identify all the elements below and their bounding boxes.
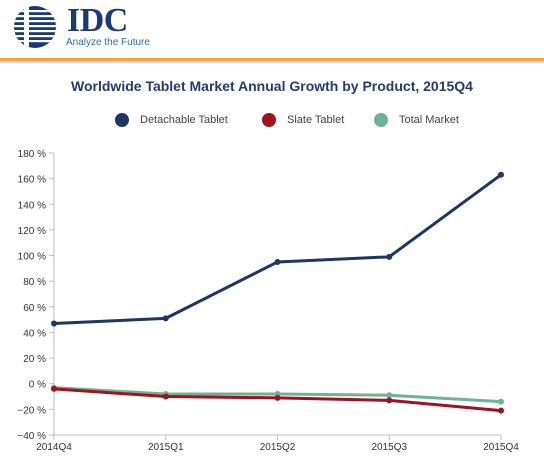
legend-item-detachable[interactable]: Detachable Tablet <box>115 110 228 130</box>
data-point-detachable-tablet[interactable] <box>162 315 169 322</box>
y-tick-label: 60 % <box>23 303 46 314</box>
data-point-detachable-tablet[interactable] <box>386 253 393 260</box>
legend-item-slate[interactable]: Slate Tablet <box>262 110 344 130</box>
x-tick-label: 2015Q4 <box>483 442 519 453</box>
y-tick-label: −40 % <box>17 431 46 442</box>
data-point-slate-tablet[interactable] <box>51 385 57 392</box>
series-detachable-tablet <box>51 171 504 327</box>
chart-legend: Detachable Tablet Slate Tablet Total Mar… <box>0 110 544 130</box>
legend-marker-total <box>374 113 388 127</box>
data-point-total-market[interactable] <box>386 392 393 399</box>
data-point-slate-tablet[interactable] <box>274 394 281 401</box>
y-tick-label: 80 % <box>23 277 46 288</box>
logo-text: IDC <box>67 2 128 39</box>
y-tick-label: 160 % <box>18 175 46 186</box>
series-line-detachable-tablet <box>53 173 502 325</box>
data-point-detachable-tablet[interactable] <box>51 320 57 327</box>
header-accent-rule <box>0 58 544 61</box>
x-axis-ticks: 2014Q4 2015Q1 2015Q2 2015Q3 2015Q4 <box>36 435 519 453</box>
data-point-slate-tablet[interactable] <box>386 397 393 404</box>
y-tick-label: 40 % <box>23 328 46 339</box>
legend-marker-detachable <box>115 113 129 127</box>
y-tick-label: 0 % <box>29 380 46 391</box>
legend-label-total: Total Market <box>399 114 459 126</box>
data-point-slate-tablet[interactable] <box>162 393 169 400</box>
legend-marker-slate <box>262 113 276 127</box>
logo-tagline: Analyze the Future <box>66 37 150 48</box>
legend-label-slate: Slate Tablet <box>287 114 345 126</box>
y-tick-label: 140 % <box>18 200 46 211</box>
header-divider <box>0 61 544 63</box>
series-slate-tablet <box>51 385 504 414</box>
data-point-total-market[interactable] <box>498 398 504 405</box>
y-axis-ticks: 180 % 160 % 140 % 120 % 100 % 80 % 60 % 40 % 20 … <box>17 149 54 442</box>
x-tick-label: 2015Q1 <box>148 442 184 453</box>
x-tick-label: 2014Q4 <box>36 442 72 453</box>
legend-label-detachable: Detachable Tablet <box>140 114 228 126</box>
globe-icon <box>14 6 56 48</box>
y-tick-label: 180 % <box>18 149 46 160</box>
y-tick-label: −20 % <box>17 405 46 416</box>
y-tick-label: 20 % <box>23 354 46 365</box>
header: IDC Analyze the Future <box>0 0 544 58</box>
x-tick-label: 2015Q3 <box>371 442 407 453</box>
y-tick-label: 120 % <box>18 226 46 237</box>
x-tick-label: 2015Q2 <box>260 442 296 453</box>
data-point-detachable-tablet[interactable] <box>498 171 504 178</box>
legend-item-total[interactable]: Total Market <box>374 110 459 130</box>
data-point-slate-tablet[interactable] <box>498 407 504 414</box>
y-tick-label: 100 % <box>18 252 46 263</box>
chart-title: Worldwide Tablet Market Annual Growth by… <box>71 78 473 94</box>
chart-series <box>51 171 504 414</box>
data-point-detachable-tablet[interactable] <box>274 258 281 265</box>
idc-logo[interactable]: IDC Analyze the Future <box>12 2 172 52</box>
